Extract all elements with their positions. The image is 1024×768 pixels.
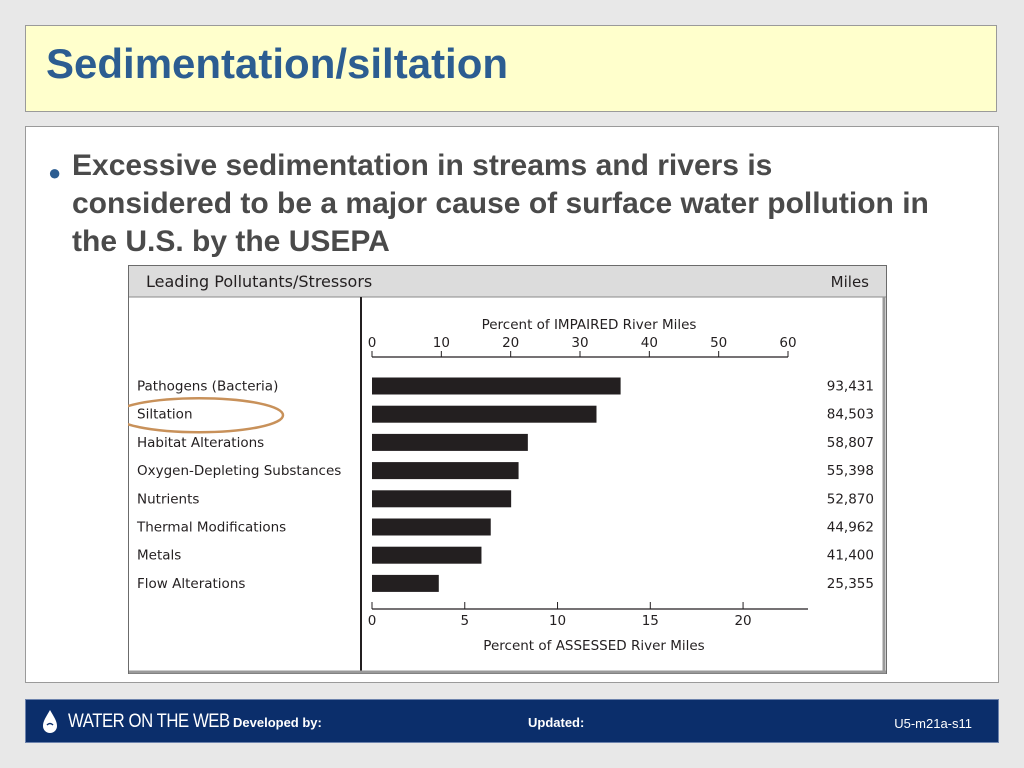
category-label: Siltation bbox=[137, 407, 193, 423]
category-label: Habitat Alterations bbox=[137, 435, 264, 451]
miles-value: 52,870 bbox=[827, 491, 874, 507]
miles-value: 58,807 bbox=[827, 435, 874, 451]
bar bbox=[372, 546, 482, 564]
bar bbox=[372, 433, 528, 451]
title-box: Sedimentation/siltation bbox=[25, 25, 997, 112]
chart-header-bar bbox=[129, 266, 886, 297]
top-axis-label: Percent of IMPAIRED River Miles bbox=[482, 317, 697, 333]
bottom-axis-tick-label: 0 bbox=[368, 613, 377, 629]
bullet-text: Excessive sedimentation in streams and r… bbox=[72, 149, 929, 258]
slide-id: U5-m21a-s11 bbox=[894, 716, 972, 731]
miles-value: 41,400 bbox=[827, 548, 874, 564]
miles-value: 25,355 bbox=[827, 576, 874, 592]
miles-header: Miles bbox=[831, 273, 870, 291]
miles-value: 55,398 bbox=[827, 463, 874, 479]
category-label: Nutrients bbox=[137, 491, 199, 507]
top-axis-tick-label: 60 bbox=[779, 335, 796, 351]
miles-value: 93,431 bbox=[827, 379, 874, 395]
developed-by-label: Developed by: bbox=[233, 715, 322, 730]
category-label: Oxygen-Depleting Substances bbox=[137, 463, 341, 479]
updated-label: Updated: bbox=[528, 715, 585, 730]
logo: WATER ON THE WEB bbox=[38, 708, 252, 736]
top-axis-tick-label: 40 bbox=[641, 335, 658, 351]
bottom-axis-tick-label: 5 bbox=[460, 613, 469, 629]
footer-bar: WATER ON THE WEB Developed by: Updated: … bbox=[25, 699, 999, 743]
water-drop-icon bbox=[43, 710, 57, 733]
bottom-axis-tick-label: 10 bbox=[549, 613, 566, 629]
top-axis-tick-label: 0 bbox=[368, 335, 377, 351]
top-axis-tick-label: 10 bbox=[433, 335, 450, 351]
bottom-axis-tick-label: 15 bbox=[642, 613, 659, 629]
miles-value: 44,962 bbox=[827, 520, 874, 536]
bullet-icon: ● bbox=[48, 160, 62, 185]
bar bbox=[372, 518, 491, 536]
bottom-axis-label: Percent of ASSESSED River Miles bbox=[483, 638, 704, 654]
category-label: Flow Alterations bbox=[137, 576, 245, 592]
bar bbox=[372, 574, 439, 592]
chart-svg: Leading Pollutants/Stressors Miles Perce… bbox=[113, 265, 887, 674]
category-label: Pathogens (Bacteria) bbox=[137, 379, 278, 395]
bar bbox=[372, 405, 597, 423]
pollutants-chart: Leading Pollutants/Stressors Miles Perce… bbox=[113, 265, 888, 675]
miles-value: 84,503 bbox=[827, 407, 874, 423]
category-label: Metals bbox=[137, 548, 181, 564]
bottom-axis-tick-label: 20 bbox=[734, 613, 751, 629]
top-axis-tick-label: 30 bbox=[571, 335, 588, 351]
top-axis-tick-label: 50 bbox=[710, 335, 727, 351]
bar bbox=[372, 377, 621, 395]
plot-area: 0 10 20 30 40 50 60 0 5 10 15 20 Pathogens (Bacteria… bbox=[113, 335, 874, 629]
logo-text: WATER ON THE WEB bbox=[68, 711, 230, 732]
category-label: Thermal Modifications bbox=[136, 520, 286, 536]
bar bbox=[372, 462, 519, 480]
top-axis-tick-label: 20 bbox=[502, 335, 519, 351]
slide-title: Sedimentation/siltation bbox=[46, 40, 509, 87]
bar bbox=[372, 490, 512, 508]
chart-title: Leading Pollutants/Stressors bbox=[146, 272, 372, 291]
